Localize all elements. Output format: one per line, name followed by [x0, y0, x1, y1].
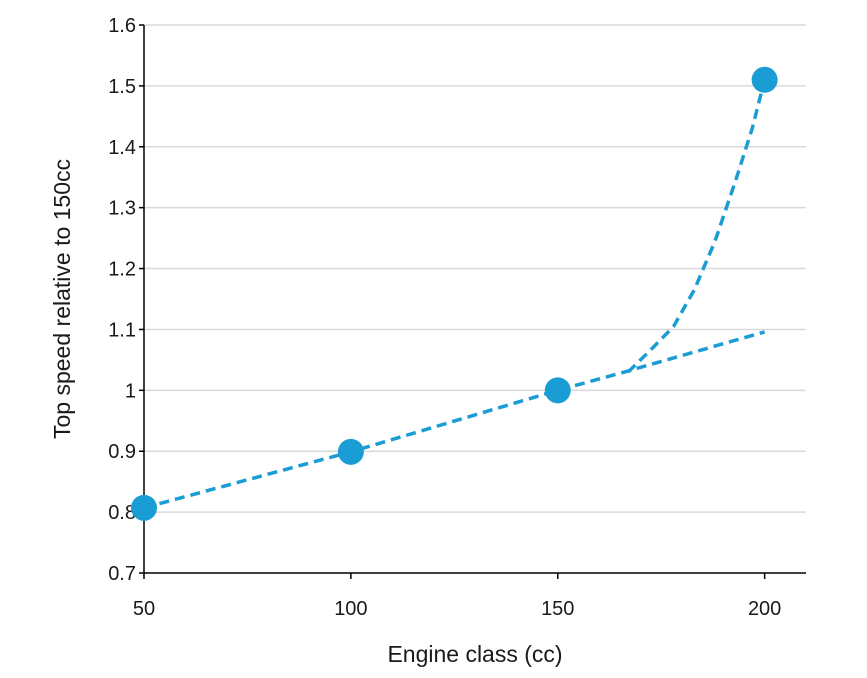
- axes: [139, 24, 806, 579]
- data-point: [131, 494, 157, 521]
- x-axis-title: Engine class (cc): [387, 641, 562, 667]
- y-tick-label: 1.1: [108, 319, 136, 341]
- x-tick-label: 50: [133, 598, 155, 620]
- y-tick-label: 0.7: [108, 563, 136, 585]
- data-point: [337, 438, 364, 465]
- y-tick-label: 1.6: [108, 15, 136, 37]
- data-point: [544, 377, 571, 404]
- data-point: [751, 66, 778, 93]
- y-axis-title: Top speed relative to 150cc: [49, 159, 75, 439]
- y-tick-label: 1.5: [108, 76, 136, 98]
- trend-lines: [143, 79, 767, 510]
- linear-trend-line: [143, 330, 766, 510]
- x-tick-label: 150: [541, 598, 574, 620]
- exponential-trend-line: [626, 79, 767, 374]
- tick-labels: 0.7 0.8 0.9 1 1.1 1.2 1.3 1.4 1.5 1.6 50 100 150 200: [108, 15, 781, 620]
- y-tick-label: 1.3: [108, 198, 136, 220]
- y-tick-label: 0.8: [108, 502, 136, 524]
- y-tick-label: 1: [125, 380, 136, 402]
- y-tick-label: 1.2: [108, 259, 136, 281]
- y-tick-label: 0.9: [108, 441, 136, 463]
- y-tick-label: 1.4: [108, 137, 136, 159]
- x-tick-label: 100: [334, 598, 367, 620]
- gridlines: [144, 24, 806, 513]
- data-points: [131, 66, 778, 521]
- x-tick-label: 200: [748, 598, 781, 620]
